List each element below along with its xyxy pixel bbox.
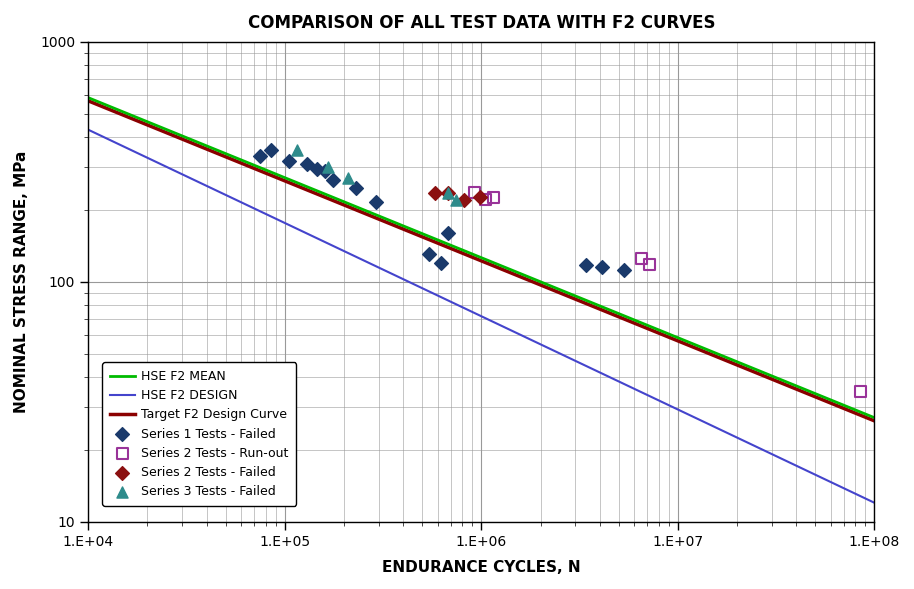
Series 2 Tests - Failed — [473, 193, 487, 202]
HSE F2 MEAN — [83, 94, 94, 101]
Series 2 Tests - Failed — [428, 188, 442, 197]
Series 2 Tests - Run-out — [467, 188, 482, 197]
Series 1 Tests - Failed — [433, 258, 448, 267]
HSE F2 DESIGN — [456, 303, 467, 310]
Line: HSE F2 DESIGN: HSE F2 DESIGN — [89, 130, 875, 503]
HSE F2 MEAN — [728, 356, 739, 363]
Series 2 Tests - Run-out — [478, 195, 493, 204]
HSE F2 MEAN — [461, 248, 472, 255]
Line: Target F2 Design Curve: Target F2 Design Curve — [89, 101, 875, 421]
HSE F2 MEAN — [869, 414, 880, 421]
Series 1 Tests - Failed — [594, 263, 609, 272]
Series 1 Tests - Failed — [368, 197, 383, 207]
Series 3 Tests - Failed — [341, 174, 356, 183]
Series 1 Tests - Failed — [441, 228, 456, 237]
Series 1 Tests - Failed — [325, 176, 340, 185]
Target F2 Design Curve — [456, 249, 467, 256]
HSE F2 DESIGN — [461, 306, 472, 313]
Target F2 Design Curve — [850, 410, 861, 417]
Series 2 Tests - Failed — [457, 195, 472, 204]
Legend: HSE F2 MEAN, HSE F2 DESIGN, Target F2 Design Curve, Series 1 Tests - Failed, Ser: HSE F2 MEAN, HSE F2 DESIGN, Target F2 De… — [102, 362, 296, 506]
Series 1 Tests - Failed — [282, 156, 296, 166]
Series 3 Tests - Failed — [320, 163, 335, 172]
Line: HSE F2 MEAN: HSE F2 MEAN — [89, 98, 875, 418]
Series 2 Tests - Run-out — [854, 386, 868, 396]
HSE F2 DESIGN — [850, 490, 861, 497]
Series 1 Tests - Failed — [263, 145, 278, 154]
Series 3 Tests - Failed — [441, 188, 456, 197]
Target F2 Design Curve — [551, 288, 562, 295]
HSE F2 DESIGN — [83, 126, 94, 133]
Target F2 Design Curve — [869, 418, 880, 425]
X-axis label: ENDURANCE CYCLES, N: ENDURANCE CYCLES, N — [382, 560, 580, 575]
Target F2 Design Curve — [508, 270, 519, 277]
Series 2 Tests - Run-out — [486, 193, 501, 202]
HSE F2 MEAN — [850, 406, 861, 413]
HSE F2 MEAN — [456, 246, 467, 253]
Series 2 Tests - Run-out — [634, 254, 649, 263]
Series 2 Tests - Failed — [441, 188, 456, 197]
HSE F2 MEAN — [508, 267, 519, 274]
Series 1 Tests - Failed — [300, 159, 314, 168]
HSE F2 MEAN — [551, 284, 562, 292]
Series 1 Tests - Failed — [318, 166, 333, 176]
Series 1 Tests - Failed — [421, 250, 436, 259]
Target F2 Design Curve — [461, 252, 472, 259]
Target F2 Design Curve — [728, 360, 739, 367]
Series 1 Tests - Failed — [348, 184, 363, 193]
HSE F2 DESIGN — [508, 328, 519, 335]
HSE F2 DESIGN — [551, 348, 562, 355]
Series 3 Tests - Failed — [449, 195, 463, 204]
Title: COMPARISON OF ALL TEST DATA WITH F2 CURVES: COMPARISON OF ALL TEST DATA WITH F2 CURV… — [248, 14, 715, 32]
Series 1 Tests - Failed — [253, 151, 268, 160]
Y-axis label: NOMINAL STRESS RANGE, MPa: NOMINAL STRESS RANGE, MPa — [14, 151, 29, 413]
Series 1 Tests - Failed — [579, 260, 593, 269]
HSE F2 DESIGN — [728, 432, 739, 439]
Series 2 Tests - Run-out — [643, 260, 657, 269]
Series 1 Tests - Failed — [616, 265, 631, 274]
Target F2 Design Curve — [83, 97, 94, 104]
Series 3 Tests - Failed — [290, 145, 304, 154]
HSE F2 DESIGN — [869, 499, 880, 507]
Series 1 Tests - Failed — [309, 164, 324, 174]
